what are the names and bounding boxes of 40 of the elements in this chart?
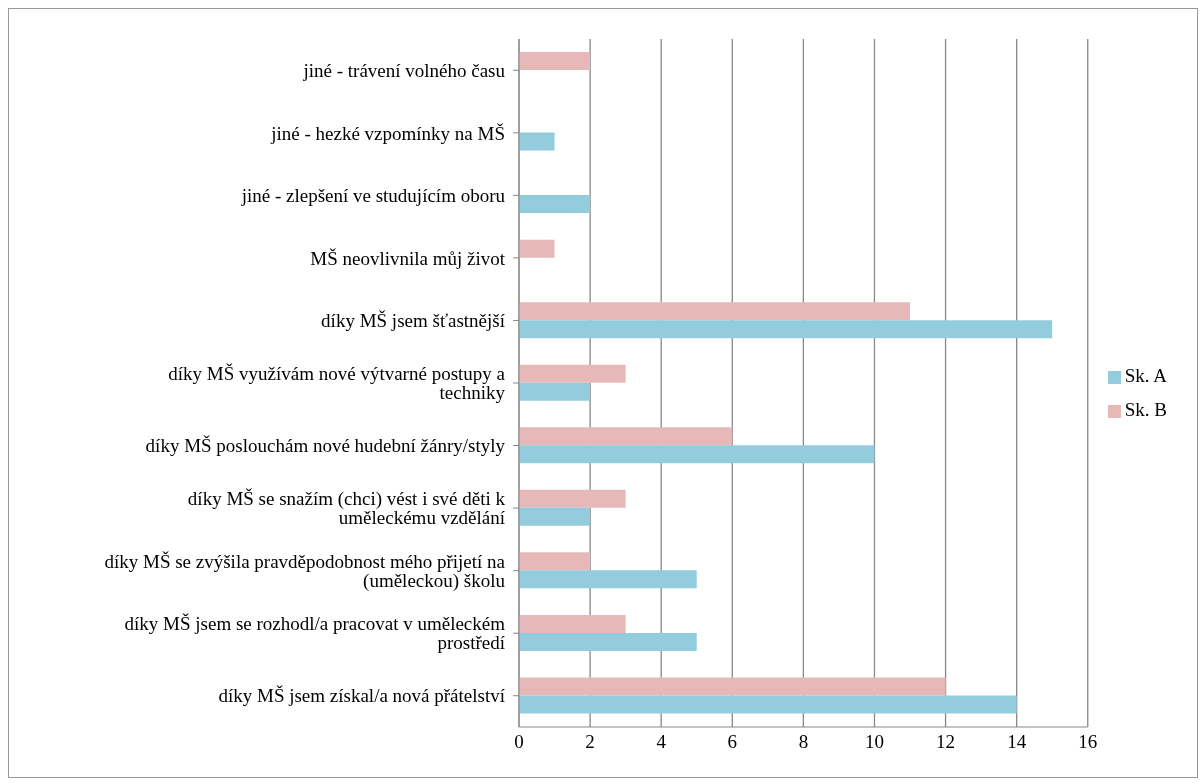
y-tick-label: jiné - zlepšení ve studujícím oboru: [240, 185, 506, 207]
x-tick-label: 10: [864, 731, 884, 753]
bar: [519, 239, 555, 258]
y-tick-label: MŠ neovlivnila můj život: [310, 247, 506, 269]
bar: [519, 382, 591, 401]
x-tick-label: 2: [585, 731, 595, 753]
x-tick-label: 8: [798, 731, 809, 753]
y-tick-label: díky MŠ se snažím (chci) vést i své děti k uměleckému vzdělání: [187, 488, 506, 529]
legend-label: Sk. A: [1124, 365, 1167, 386]
x-tick-label: 16: [1078, 731, 1098, 753]
bar: [519, 614, 626, 633]
bar: [519, 489, 626, 508]
y-tick-label: díky MŠ poslouchám nové hudební žánry/styly: [145, 435, 506, 457]
x-tick-label: 6: [727, 731, 738, 753]
bar: [519, 570, 697, 589]
bar: [519, 427, 733, 446]
bar: [519, 552, 591, 571]
bar: [519, 632, 697, 651]
bar: [519, 695, 1017, 714]
bar: [519, 132, 555, 151]
x-tick-label: 12: [936, 731, 956, 753]
bar: [519, 677, 946, 696]
bar: [519, 445, 875, 464]
bar: [519, 320, 1053, 339]
bar: [519, 302, 911, 321]
x-tick-label: 4: [656, 731, 667, 753]
bar: [519, 195, 591, 214]
y-tick-label: jiné - trávení volného času: [302, 60, 506, 82]
bar: [519, 507, 591, 526]
bar: [519, 364, 626, 383]
y-tick-label: díky MŠ jsem se rozhodl/a pracovat v uměleckém prostředí: [124, 613, 506, 654]
x-tick-label: 0: [514, 731, 524, 753]
y-tick-label: díky MŠ se zvýšila pravděpodobnost mého přijetí na (uměleckou) školu: [104, 550, 506, 592]
bar: [519, 52, 591, 70]
y-tick-label: díky MŠ využívám nové výtvarné postupy a techniky: [168, 363, 506, 404]
y-tick-label: jiné - hezké vzpomínky na MŠ: [270, 122, 505, 144]
y-tick-label: díky MŠ jsem získal/a nová přátelství: [218, 685, 506, 707]
legend-label: Sk. B: [1124, 399, 1167, 420]
x-tick-label: 14: [1007, 731, 1027, 753]
y-tick-label: díky MŠ jsem šťastnější: [321, 310, 506, 332]
